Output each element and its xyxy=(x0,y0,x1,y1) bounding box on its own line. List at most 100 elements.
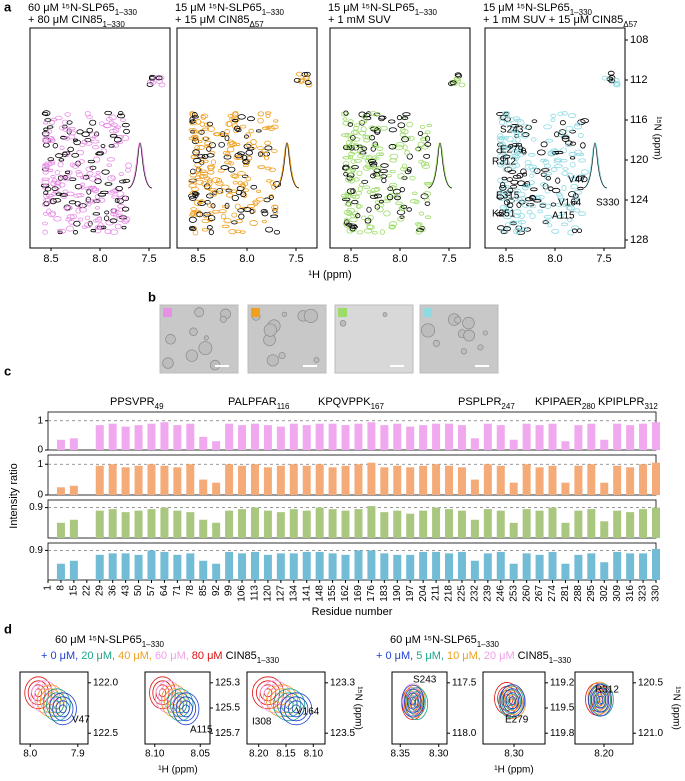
contour xyxy=(406,692,419,710)
bar xyxy=(574,465,583,495)
peak xyxy=(240,191,247,198)
peak xyxy=(342,156,352,160)
bar xyxy=(600,521,609,538)
peak xyxy=(62,189,69,194)
bar xyxy=(574,554,583,580)
peak xyxy=(117,204,126,209)
bar xyxy=(173,510,182,538)
x-tick-label: 99 xyxy=(224,585,235,597)
x-tick-label: 36 xyxy=(107,585,118,597)
peak xyxy=(94,194,100,200)
x-tick-label: 155 xyxy=(327,585,338,602)
bar xyxy=(250,423,259,450)
peptide-label: KPIPLPR312 xyxy=(598,396,658,411)
bar xyxy=(341,465,350,495)
droplet xyxy=(303,308,318,323)
bar xyxy=(470,560,479,580)
x-tick-label: 78 xyxy=(185,585,196,597)
peak xyxy=(218,141,225,148)
y-tick-label: 122.5 xyxy=(93,728,118,739)
peak xyxy=(249,209,255,215)
peak xyxy=(574,199,580,205)
peak xyxy=(559,147,568,154)
peak xyxy=(560,158,568,163)
peak xyxy=(210,203,216,209)
peak xyxy=(516,180,526,186)
peak xyxy=(191,112,198,118)
peak xyxy=(353,123,361,128)
bar xyxy=(393,465,402,495)
peak xyxy=(303,74,311,80)
peak xyxy=(227,166,236,173)
bar xyxy=(652,548,660,580)
peak xyxy=(507,187,514,194)
legend-entry: 10 μM, xyxy=(447,650,481,662)
peak xyxy=(388,119,396,124)
droplet xyxy=(281,311,288,318)
peak xyxy=(361,179,369,184)
peak xyxy=(353,125,359,131)
peak xyxy=(188,216,197,223)
peak xyxy=(424,215,432,220)
peak xyxy=(612,78,620,83)
peak xyxy=(65,225,75,232)
y-tick-label: 123.3 xyxy=(330,677,355,688)
peak xyxy=(372,143,379,149)
peak xyxy=(42,221,48,226)
peak xyxy=(544,171,553,176)
peak xyxy=(81,131,90,137)
bar xyxy=(250,551,259,580)
peak xyxy=(234,152,243,159)
peak xyxy=(224,129,230,134)
bar xyxy=(406,554,415,580)
peak xyxy=(223,218,232,224)
peak xyxy=(573,123,583,130)
x-tick-label: 8.5 xyxy=(498,253,513,265)
peak xyxy=(394,195,401,201)
x-tick-label: 218 xyxy=(444,585,455,602)
peak xyxy=(89,119,97,126)
bar xyxy=(212,482,221,495)
peak xyxy=(344,176,353,183)
bar xyxy=(367,550,376,580)
peak xyxy=(101,225,107,230)
peak xyxy=(343,171,349,177)
bar xyxy=(302,510,311,538)
peak xyxy=(361,146,368,151)
bar xyxy=(341,425,350,450)
peak xyxy=(575,152,585,157)
condition-swatch xyxy=(251,308,260,317)
bar xyxy=(470,519,479,538)
y-tick-label: 125.5 xyxy=(215,703,240,714)
bar xyxy=(613,510,622,538)
bar xyxy=(574,425,583,450)
peak xyxy=(93,156,101,163)
peak xyxy=(505,206,513,212)
peak xyxy=(380,125,388,131)
droplet xyxy=(194,307,205,318)
peak xyxy=(554,164,563,168)
peak xyxy=(513,160,518,165)
peak xyxy=(540,158,548,163)
peak xyxy=(304,80,312,85)
peak xyxy=(50,180,57,187)
bar xyxy=(199,479,208,495)
peak xyxy=(559,211,566,216)
peptide-label-sub: 49 xyxy=(155,402,164,411)
x-tick-label: 22 xyxy=(81,585,92,597)
peak xyxy=(109,229,119,235)
peak xyxy=(91,145,100,150)
peak xyxy=(424,201,431,206)
peak xyxy=(577,228,583,234)
condition-swatch xyxy=(423,308,432,317)
bar xyxy=(238,509,247,538)
peak xyxy=(250,139,257,145)
x-tick-label: 274 xyxy=(547,585,558,602)
bar xyxy=(496,510,505,538)
peak xyxy=(232,180,238,185)
bar xyxy=(263,425,272,450)
peak xyxy=(424,130,431,134)
peak xyxy=(227,114,234,118)
legend-protein-sub: 1–330 xyxy=(257,656,280,665)
